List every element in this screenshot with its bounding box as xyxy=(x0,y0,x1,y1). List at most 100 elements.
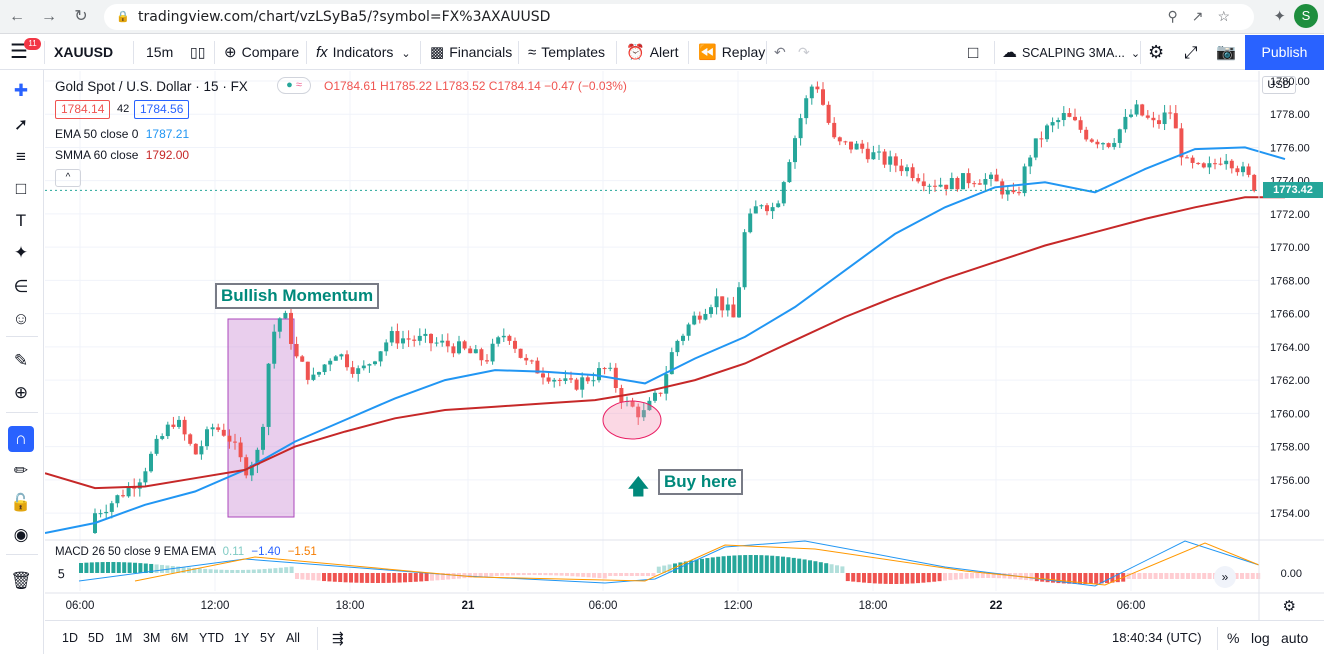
range-1d[interactable]: 1D xyxy=(62,631,78,645)
candle-body xyxy=(759,205,764,207)
candle-body xyxy=(569,378,573,380)
publish-button[interactable]: Publish xyxy=(1245,35,1324,70)
chevron-down-icon: ⌄ xyxy=(1130,48,1141,60)
layout-name-button[interactable]: ☁ SCALPING 3MA... ⌄ xyxy=(1002,35,1140,70)
candle-body xyxy=(787,162,792,183)
extensions-icon[interactable]: ✦ xyxy=(1273,8,1286,25)
interval-button[interactable]: 15m xyxy=(146,44,174,60)
horizontal-lines-icon[interactable]: ≡ xyxy=(16,147,26,166)
lock-pencil-icon[interactable]: ✏ xyxy=(13,461,29,480)
range-6m[interactable]: 6M xyxy=(171,631,189,645)
axes: 1780.001778.001776.001774.001772.001770.… xyxy=(45,71,1324,620)
magnet-icon[interactable]: ∩ xyxy=(8,426,34,452)
candle-body xyxy=(574,379,579,390)
collapse-legend-button[interactable]: ^ xyxy=(55,169,81,187)
chart-style-icon[interactable]: ▯▯ xyxy=(190,44,206,60)
prediction-icon[interactable]: ∈ xyxy=(13,277,29,296)
macd-bar xyxy=(899,573,904,584)
ema-legend[interactable]: EMA 50 close 0 1787.21 xyxy=(55,127,189,141)
text-tool-icon[interactable]: T xyxy=(15,211,27,230)
zoom-in-icon[interactable]: ⊕ xyxy=(13,383,29,402)
bullish-momentum-label[interactable]: Bullish Momentum xyxy=(215,283,380,309)
templates-button[interactable]: ≈ Templates xyxy=(528,35,605,70)
macd-bar xyxy=(586,573,591,578)
macd-bar xyxy=(916,573,920,584)
address-bar-actions[interactable]: ⚲↗☆ xyxy=(1167,8,1244,24)
market-status-badge[interactable]: ● ≈ xyxy=(277,77,311,94)
currency-select[interactable]: USD xyxy=(1262,76,1296,94)
compare-button[interactable]: ⊕ Compare xyxy=(224,35,299,70)
address-bar[interactable]: 🔒 tradingview.com/chart/vzLSyBa5/?symbol… xyxy=(104,4,1254,30)
macd-bar xyxy=(1078,573,1082,584)
range-all[interactable]: All xyxy=(286,631,300,645)
rectangle-icon[interactable]: □ xyxy=(15,179,27,198)
candle-body xyxy=(753,206,758,214)
candle-body xyxy=(373,361,377,365)
redo-icon[interactable]: ↷ xyxy=(798,44,810,60)
macd-bar xyxy=(149,563,154,573)
candle-body xyxy=(653,392,657,401)
bid-price[interactable]: 1784.14 xyxy=(55,100,111,119)
menu-icon[interactable]: ☰ xyxy=(10,41,28,63)
macd-bar xyxy=(786,557,791,573)
range-3m[interactable]: 3M xyxy=(143,631,161,645)
percent-toggle[interactable]: % xyxy=(1227,630,1240,646)
replay-button[interactable]: ⏪ Replay xyxy=(698,35,765,70)
symbol-search[interactable]: XAUUSD xyxy=(54,44,114,60)
ruler-icon[interactable]: ✎ xyxy=(13,351,29,370)
utc-clock[interactable]: 18:40:34 (UTC) xyxy=(1112,630,1202,645)
auto-toggle[interactable]: auto xyxy=(1281,630,1309,646)
range-5d[interactable]: 5D xyxy=(88,631,104,645)
arrow-up-icon[interactable]: 🡅 xyxy=(627,474,650,499)
chart-area[interactable]: 1780.001778.001776.001774.001772.001770.… xyxy=(45,71,1324,654)
macd-bar xyxy=(570,573,575,577)
range-ytd[interactable]: YTD xyxy=(199,631,224,645)
macd-legend[interactable]: MACD 26 50 close 9 EMA EMA 0.11 −1.40 −1… xyxy=(55,546,317,558)
settings-gear-icon[interactable]: ⚙ xyxy=(1148,42,1165,62)
macd-bar xyxy=(403,573,407,583)
candle-body xyxy=(675,340,680,353)
url-text[interactable]: tradingview.com/chart/vzLSyBa5/?symbol=F… xyxy=(138,9,551,25)
lock-icon[interactable]: 🔓 xyxy=(10,493,32,512)
macd-bar xyxy=(154,564,159,573)
smma-legend[interactable]: SMMA 60 close 1792.00 xyxy=(55,148,189,162)
indicators-button[interactable]: fx Indicators ⌄ xyxy=(316,35,411,70)
ask-price[interactable]: 1784.56 xyxy=(134,100,190,119)
pattern-icon[interactable]: ✦ xyxy=(13,243,29,262)
trend-line-icon[interactable]: ➚ xyxy=(13,115,29,134)
alert-button[interactable]: ⏰ Alert xyxy=(626,35,678,70)
camera-icon[interactable]: 📷 xyxy=(1216,44,1236,61)
range-5y[interactable]: 5Y xyxy=(260,631,276,645)
price-chart[interactable]: 1780.001778.001776.001774.001772.001770.… xyxy=(45,71,1324,620)
candle-body xyxy=(557,379,562,381)
macd-bar xyxy=(943,573,947,581)
candle-body xyxy=(1246,166,1251,175)
macd-bar xyxy=(710,557,715,573)
forward-icon[interactable]: → xyxy=(41,8,57,25)
range-1y[interactable]: 1Y xyxy=(234,631,250,645)
candle-body xyxy=(490,343,495,362)
log-toggle[interactable]: log xyxy=(1251,630,1270,646)
profile-avatar[interactable]: S xyxy=(1294,4,1318,28)
candle-body xyxy=(1039,138,1044,140)
range-1m[interactable]: 1M xyxy=(115,631,133,645)
axis-settings-icon[interactable]: ⚙ xyxy=(1282,598,1296,615)
crosshair-icon[interactable]: ✚ xyxy=(13,81,29,100)
layout-select-icon[interactable]: □ xyxy=(968,43,979,62)
symbol-title[interactable]: Gold Spot / U.S. Dollar · 15 · FX xyxy=(55,79,248,94)
macd-bar xyxy=(759,555,764,573)
date-range-icon[interactable]: ⇶ xyxy=(332,630,344,646)
candle-body xyxy=(1224,160,1229,165)
reload-icon[interactable]: ↻ xyxy=(74,8,88,25)
trash-icon[interactable]: 🗑 xyxy=(10,571,32,590)
undo-icon[interactable]: ↶ xyxy=(774,44,786,60)
back-icon[interactable]: ← xyxy=(9,8,25,25)
financials-button[interactable]: ▩ Financials xyxy=(430,35,512,70)
macd-bar xyxy=(1105,573,1109,584)
fullscreen-icon[interactable]: ⤢ xyxy=(1184,43,1198,62)
macd-bar xyxy=(1137,573,1142,579)
emoji-icon[interactable]: ☺ xyxy=(12,309,30,328)
buy-here-label[interactable]: Buy here xyxy=(658,469,743,495)
scroll-to-realtime-icon[interactable]: » xyxy=(1214,566,1236,588)
eye-icon[interactable]: ◉ xyxy=(13,525,29,544)
